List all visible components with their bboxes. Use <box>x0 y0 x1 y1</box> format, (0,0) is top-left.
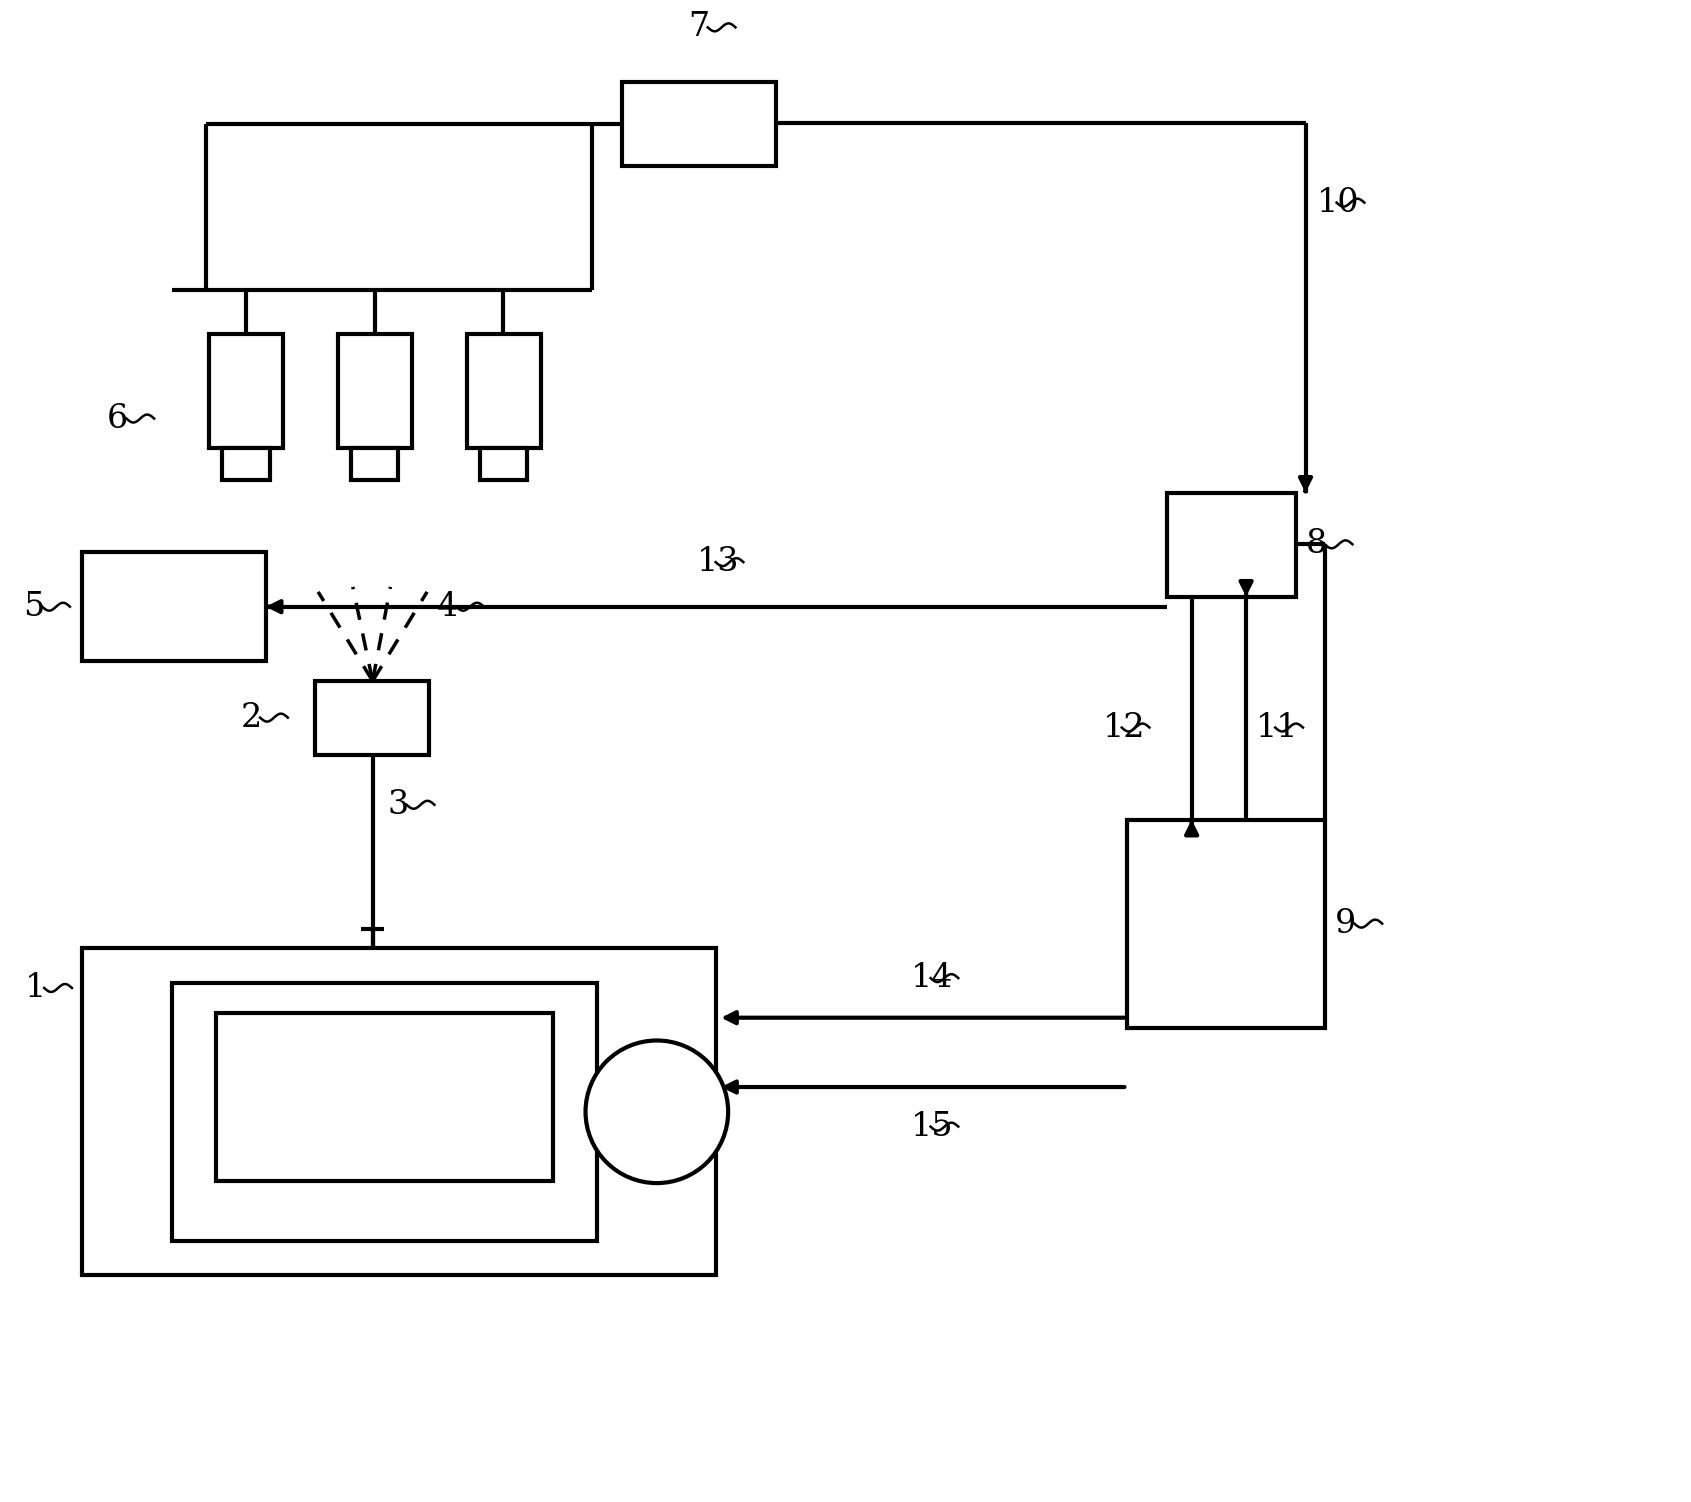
Text: 8: 8 <box>1305 529 1327 560</box>
Bar <box>83 553 265 661</box>
Text: 12: 12 <box>1103 712 1145 743</box>
Bar <box>622 81 776 167</box>
Text: 14: 14 <box>911 963 954 994</box>
Bar <box>83 948 717 1275</box>
Bar <box>171 982 597 1241</box>
Text: 10: 10 <box>1317 186 1360 219</box>
Bar <box>315 680 430 756</box>
Text: 13: 13 <box>697 547 739 578</box>
Bar <box>210 335 284 448</box>
Bar <box>222 448 269 481</box>
Bar <box>350 448 399 481</box>
Text: 3: 3 <box>387 789 409 820</box>
Text: 15: 15 <box>911 1110 954 1143</box>
Text: 2: 2 <box>240 701 262 733</box>
Text: 4: 4 <box>436 590 458 623</box>
Circle shape <box>585 1041 729 1184</box>
Text: 11: 11 <box>1256 712 1299 743</box>
Text: 6: 6 <box>107 403 129 434</box>
Text: 7: 7 <box>688 12 710 44</box>
Text: 9: 9 <box>1336 907 1356 940</box>
Bar <box>467 335 541 448</box>
Text: 1: 1 <box>25 972 46 1003</box>
Bar <box>216 1012 553 1181</box>
Bar <box>480 448 528 481</box>
Bar <box>1128 820 1326 1027</box>
Bar <box>1167 493 1295 596</box>
Text: 5: 5 <box>24 590 44 623</box>
Bar <box>338 335 413 448</box>
